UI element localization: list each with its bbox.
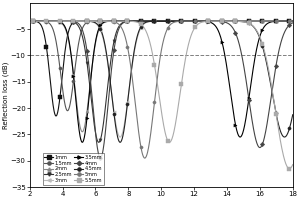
Y-axis label: Reflection loss (dB): Reflection loss (dB) [3,61,9,129]
Legend: 1mm, 1.5mm, 2mm, 2.5mm, 3mm, 3.5mm, 4mm, 4.5mm, 5mm, 5.5mm: 1mm, 1.5mm, 2mm, 2.5mm, 3mm, 3.5mm, 4mm,… [43,153,104,185]
